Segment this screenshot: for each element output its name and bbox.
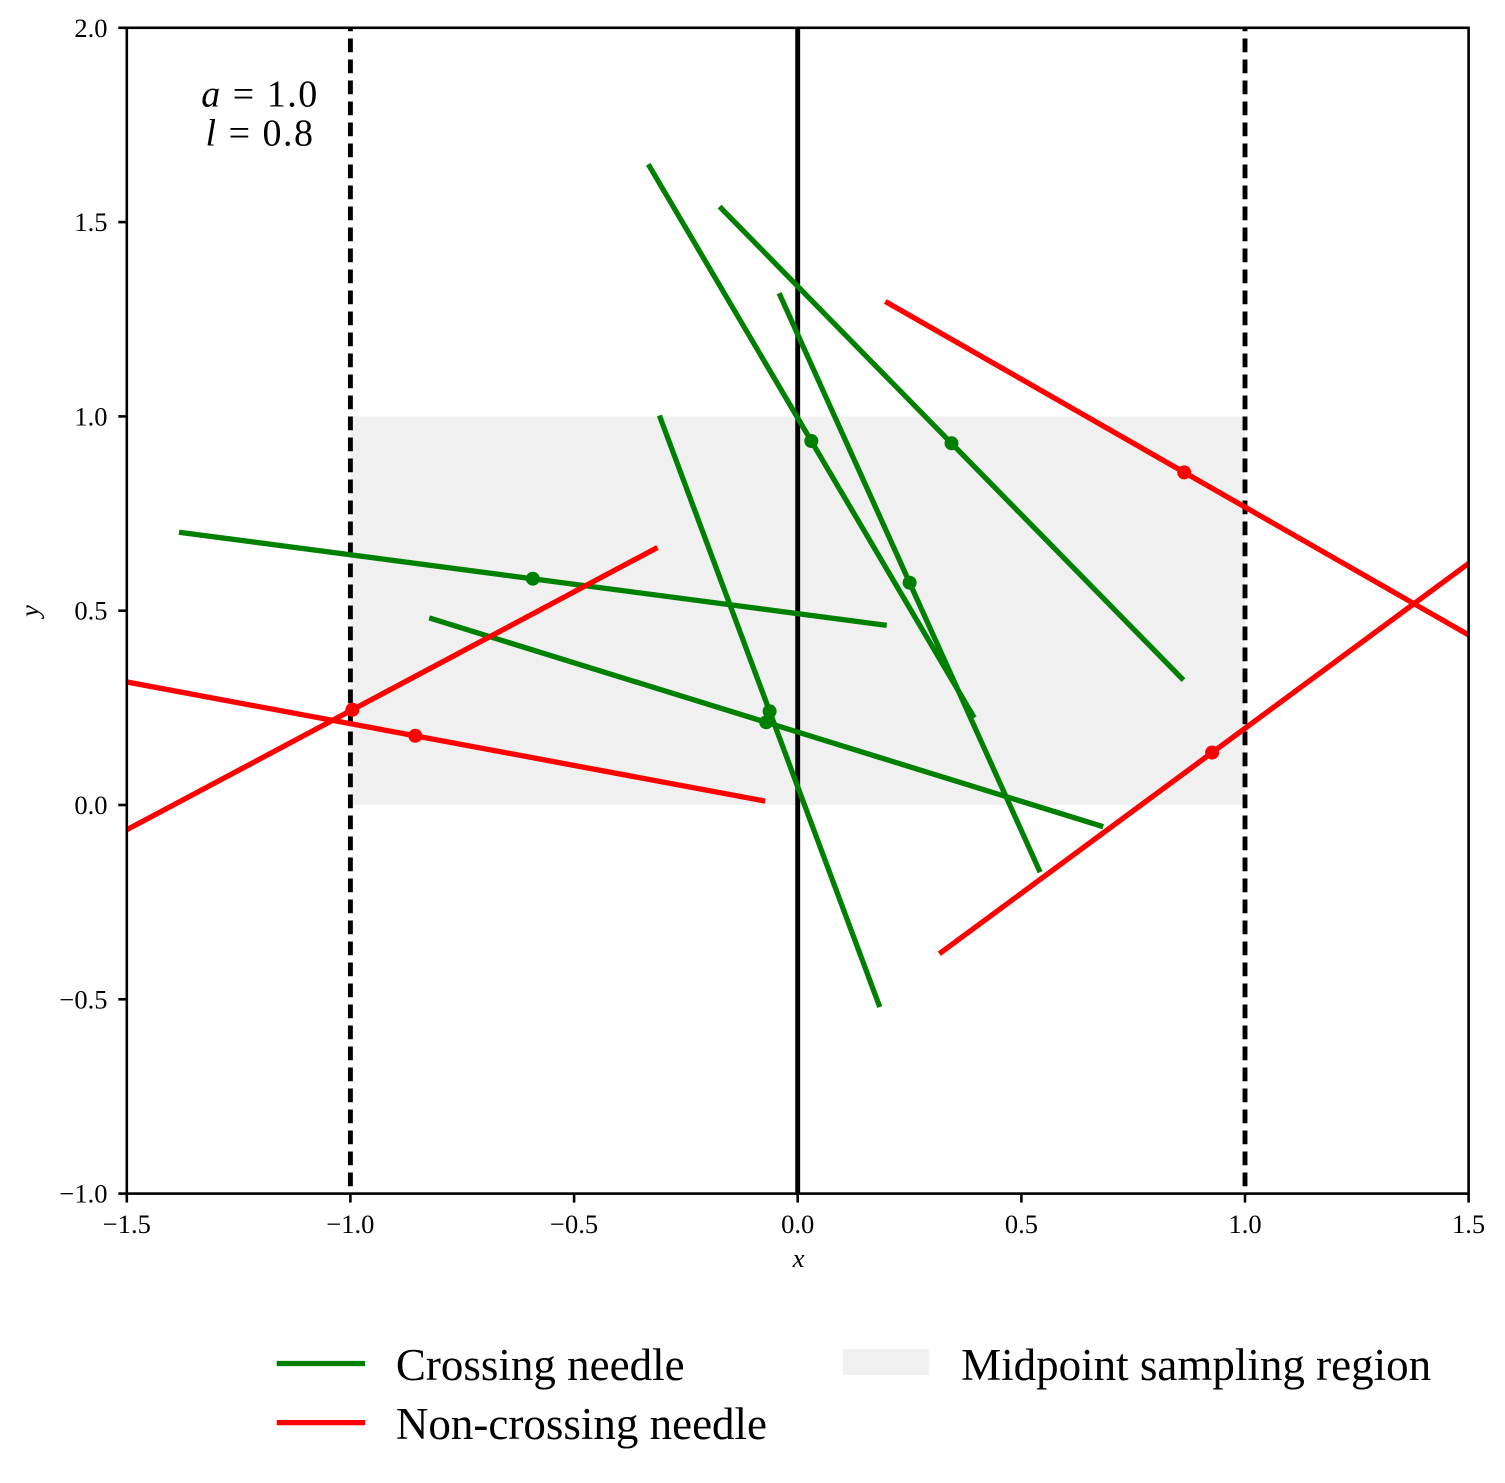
svg-text:−0.5: −0.5 <box>550 1209 598 1239</box>
svg-text:−1.0: −1.0 <box>326 1209 374 1239</box>
svg-text:2.0: 2.0 <box>74 13 107 43</box>
svg-text:a = 1.0: a = 1.0 <box>201 73 318 115</box>
svg-text:l = 0.8: l = 0.8 <box>206 113 315 155</box>
svg-text:1.0: 1.0 <box>1228 1209 1261 1239</box>
svg-text:y: y <box>15 605 45 620</box>
svg-text:Non-crossing needle: Non-crossing needle <box>396 1399 767 1449</box>
svg-text:−1.0: −1.0 <box>59 1179 107 1209</box>
svg-text:Crossing needle: Crossing needle <box>396 1340 685 1390</box>
svg-text:Midpoint sampling region: Midpoint sampling region <box>961 1340 1431 1390</box>
svg-text:x: x <box>792 1243 805 1273</box>
svg-text:−1.5: −1.5 <box>103 1209 151 1239</box>
svg-text:1.0: 1.0 <box>74 401 107 431</box>
svg-text:1.5: 1.5 <box>74 207 107 237</box>
svg-text:0.0: 0.0 <box>781 1209 814 1239</box>
svg-text:−0.5: −0.5 <box>59 984 107 1014</box>
svg-text:0.0: 0.0 <box>74 790 107 820</box>
svg-text:0.5: 0.5 <box>74 596 107 626</box>
svg-text:0.5: 0.5 <box>1005 1209 1038 1239</box>
svg-text:1.5: 1.5 <box>1452 1209 1485 1239</box>
